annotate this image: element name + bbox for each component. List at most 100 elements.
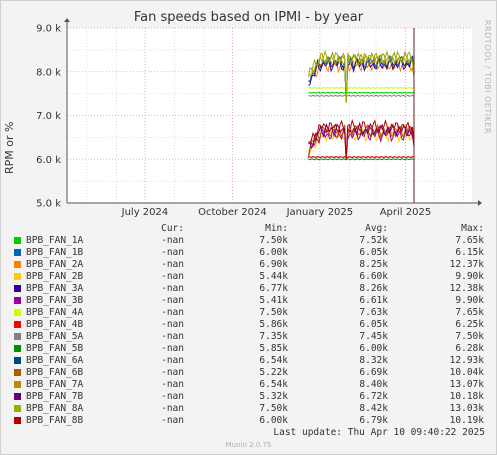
legend-swatch (14, 369, 21, 376)
legend-max: 10.19k (449, 415, 484, 426)
legend-min: 6.00k (259, 415, 288, 426)
series-line (308, 50, 415, 103)
legend-cur: -nan (161, 379, 184, 390)
legend-header-avg: Avg: (365, 223, 388, 234)
legend-max: 13.07k (449, 379, 484, 390)
legend-name: BPB_FAN_4B (26, 319, 84, 330)
legend-name: BPB_FAN_3A (26, 283, 84, 294)
y-tick-label: 6.0 k (36, 155, 61, 166)
y-tick-label: 5.0 k (36, 199, 61, 210)
legend-max: 6.15k (455, 247, 484, 258)
legend-avg: 6.05k (359, 319, 388, 330)
legend-swatch (14, 405, 21, 412)
legend-avg: 6.69k (359, 367, 388, 378)
x-tick-label: January 2025 (286, 207, 354, 218)
legend-swatch (14, 237, 21, 244)
legend-row: BPB_FAN_5B -nan 5.85k 6.00k 6.28k (0, 343, 497, 355)
legend-name: BPB_FAN_6B (26, 367, 84, 378)
legend-name: BPB_FAN_2A (26, 259, 84, 270)
legend-row: BPB_FAN_1B -nan 6.00k 6.05k 6.15k (0, 247, 497, 259)
legend-swatch (14, 309, 21, 316)
legend-cur: -nan (161, 403, 184, 414)
legend-min: 7.35k (259, 331, 288, 342)
legend-row: BPB_FAN_6A -nan 6.54k 8.32k 12.93k (0, 355, 497, 367)
legend-min: 5.86k (259, 319, 288, 330)
series-line (308, 94, 415, 97)
legend-max: 13.03k (449, 403, 484, 414)
legend-max: 7.50k (455, 331, 484, 342)
y-tick-labels: 5.0 k 6.0 k 7.0 k 8.0 k 9.0 k (36, 24, 61, 210)
legend-name: BPB_FAN_4A (26, 307, 84, 318)
legend-cur: -nan (161, 235, 184, 246)
legend-min: 5.22k (259, 367, 288, 378)
last-update: Last update: Thu Apr 10 09:40:22 2025 (273, 427, 485, 438)
legend-name: BPB_FAN_7A (26, 379, 84, 390)
legend-name: BPB_FAN_7B (26, 391, 84, 402)
legend-cur: -nan (161, 247, 184, 258)
legend-swatch (14, 357, 21, 364)
legend-name: BPB_FAN_1B (26, 247, 84, 258)
series-line (308, 86, 415, 89)
legend-min: 6.77k (259, 283, 288, 294)
y-tick-label: 7.0 k (36, 111, 61, 122)
y-axis-arrow (64, 18, 70, 22)
legend-avg: 7.63k (359, 307, 388, 318)
series-lines (308, 49, 415, 161)
legend-max: 12.38k (449, 283, 484, 294)
legend-cur: -nan (161, 271, 184, 282)
legend-min: 6.00k (259, 247, 288, 258)
legend-max: 6.25k (455, 319, 484, 330)
legend-max: 10.18k (449, 391, 484, 402)
chart-title: Fan speeds based on IPMI - by year (133, 10, 364, 25)
plot-background (67, 28, 472, 203)
legend-name: BPB_FAN_2B (26, 271, 84, 282)
series-line (308, 49, 415, 103)
legend-name: BPB_FAN_6A (26, 355, 84, 366)
legend-row: BPB_FAN_1A -nan 7.50k 7.52k 7.65k (0, 235, 497, 247)
legend-max: 6.28k (455, 343, 484, 354)
legend-min: 5.32k (259, 391, 288, 402)
legend-swatch (14, 285, 21, 292)
legend-max: 7.65k (455, 307, 484, 318)
legend-avg: 6.05k (359, 247, 388, 258)
legend-min: 5.85k (259, 343, 288, 354)
legend-min: 5.44k (259, 271, 288, 282)
legend-max: 10.04k (449, 367, 484, 378)
legend-min: 6.90k (259, 259, 288, 270)
legend-cur: -nan (161, 343, 184, 354)
legend-row: BPB_FAN_3B -nan 5.41k 6.61k 9.90k (0, 295, 497, 307)
series-line (308, 118, 415, 160)
legend-row: BPB_FAN_3A -nan 6.77k 8.26k 12.38k (0, 283, 497, 295)
legend-row: BPB_FAN_7A -nan 6.54k 8.40k 13.07k (0, 379, 497, 391)
legend-min: 6.54k (259, 379, 288, 390)
legend-avg: 8.42k (359, 403, 388, 414)
legend-min: 6.54k (259, 355, 288, 366)
legend-cur: -nan (161, 307, 184, 318)
legend-row: BPB_FAN_5A -nan 7.35k 7.45k 7.50k (0, 331, 497, 343)
legend-min: 7.50k (259, 235, 288, 246)
legend-cur: -nan (161, 367, 184, 378)
legend-avg: 8.32k (359, 355, 388, 366)
legend-cur: -nan (161, 259, 184, 270)
legend-swatch (14, 345, 21, 352)
legend-name: BPB_FAN_3B (26, 295, 84, 306)
legend-row: BPB_FAN_6B -nan 5.22k 6.69k 10.04k (0, 367, 497, 379)
legend-row: BPB_FAN_2A -nan 6.90k 8.25k 12.37k (0, 259, 497, 271)
legend-swatch (14, 273, 21, 280)
legend-avg: 8.25k (359, 259, 388, 270)
legend-row: BPB_FAN_4B -nan 5.86k 6.05k 6.25k (0, 319, 497, 331)
axes (64, 18, 482, 206)
legend-avg: 7.45k (359, 331, 388, 342)
rrdtool-watermark: RRDTOOL / TOBI OETIKER (483, 20, 492, 135)
legend-name: BPB_FAN_8B (26, 415, 84, 426)
chart-area: 5.0 k 6.0 k 7.0 k 8.0 k 9.0 k July 2024 Octob… (36, 18, 482, 218)
legend-row: BPB_FAN_8A -nan 7.50k 8.42k 13.03k (0, 403, 497, 415)
legend-swatch (14, 417, 21, 424)
legend-avg: 8.40k (359, 379, 388, 390)
x-tick-labels: July 2024 October 2024 January 2025 April 2… (121, 207, 432, 218)
legend-swatch (14, 381, 21, 388)
legend-cur: -nan (161, 319, 184, 330)
legend-avg: 7.52k (359, 235, 388, 246)
legend-swatch (14, 297, 21, 304)
legend-name: BPB_FAN_8A (26, 403, 84, 414)
